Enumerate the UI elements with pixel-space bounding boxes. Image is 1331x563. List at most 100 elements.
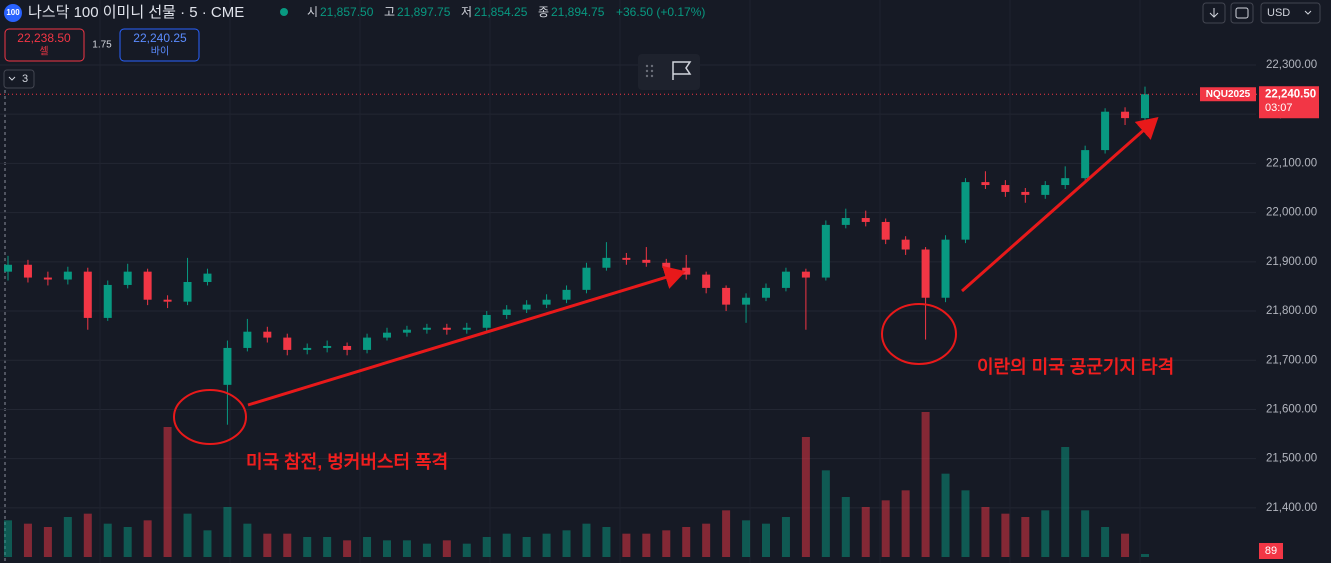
candle-body: [223, 347, 232, 385]
candle-body: [442, 327, 451, 330]
price-tag: [1259, 86, 1319, 119]
currency-select[interactable]: [1260, 2, 1321, 24]
candle-body: [163, 299, 172, 302]
indicator-toggle[interactable]: [3, 69, 35, 89]
candle-body: [123, 271, 132, 285]
candle-body: [502, 309, 511, 315]
ohlc-value: 21,897.75: [397, 5, 451, 19]
price-tag-text: 22,240.50: [1265, 88, 1316, 100]
candle-body: [303, 347, 312, 350]
flag-icon[interactable]: [672, 61, 692, 80]
volume-bar: [43, 527, 52, 557]
volume-bar: [143, 520, 152, 557]
countdown: 03:07: [1265, 102, 1293, 114]
candle-body: [901, 239, 910, 250]
candle-body: [781, 271, 790, 288]
volume-bar: [662, 530, 671, 557]
symbol-title[interactable]: 나스닥 100 이미니 선물 · 5 · CME: [28, 4, 244, 21]
candle-body: [203, 273, 212, 282]
volume-bar: [522, 537, 531, 557]
arrow: [961, 117, 1159, 293]
candle-body: [343, 345, 352, 350]
volume-bar: [123, 527, 132, 557]
y-tick-label: 21,400.00: [1266, 502, 1317, 514]
ohlc-key: 저: [461, 5, 472, 19]
candle-body: [1121, 111, 1130, 119]
volume-bar: [303, 537, 312, 557]
symbol-tag-text: NQU2025: [1206, 89, 1251, 100]
y-tick-label: 21,700.00: [1266, 354, 1317, 366]
volume-bar: [442, 540, 451, 557]
candle-body: [383, 332, 391, 338]
candle-body: [103, 284, 112, 318]
volume-bar: [1001, 513, 1010, 557]
annotation: 미국 참전, 벙커버스터 폭격: [246, 452, 448, 472]
candle-body: [542, 299, 551, 305]
volume-bar: [83, 513, 92, 557]
y-tick-label: 21,800.00: [1266, 305, 1317, 317]
volume-bar: [263, 533, 272, 557]
volume-bar: [742, 520, 751, 557]
volume-bar: [841, 497, 850, 557]
buy-label: 바이: [151, 46, 169, 58]
candle-body: [422, 327, 431, 330]
volume-bar: [881, 500, 890, 557]
volume-bar: [502, 533, 511, 557]
candle-body: [702, 274, 711, 288]
candle-body: [642, 259, 651, 263]
candle-body: [722, 287, 731, 305]
indicator-count: 3: [22, 73, 28, 85]
drag-handle[interactable]: [645, 64, 654, 78]
symbol-badge: [4, 4, 22, 22]
volume-bar: [482, 537, 491, 557]
candle-body: [243, 331, 252, 348]
volume-bar: [961, 490, 970, 557]
buy-button[interactable]: [119, 28, 200, 62]
volume-tag: [1259, 543, 1283, 559]
candle-body: [83, 271, 92, 318]
volume-bar: [223, 507, 232, 557]
ohlc-key: 고: [384, 5, 395, 19]
candle-body: [941, 239, 950, 298]
volume-bar: [1141, 554, 1149, 557]
candle-body: [662, 262, 671, 268]
volume-bar: [363, 537, 372, 557]
candle-body: [961, 182, 970, 240]
candle-body: [43, 277, 52, 280]
volume-bar: [562, 530, 571, 557]
volume-bar: [821, 470, 830, 557]
volume-bar: [801, 437, 810, 557]
down-button[interactable]: [1202, 2, 1226, 24]
drawing-toolbar: [638, 54, 700, 90]
candle-body: [482, 314, 491, 328]
volume-bar: [1081, 510, 1090, 557]
ohlc-value: 21,854.25: [474, 5, 528, 19]
fullscreen-button[interactable]: [1230, 2, 1254, 24]
candle-body: [63, 271, 72, 280]
buy-price: 22,240.25: [133, 31, 187, 45]
volume-bar: [422, 543, 431, 557]
candle-body: [1021, 191, 1030, 195]
volume-bar: [542, 533, 551, 557]
candle-body: [861, 218, 870, 222]
candle-body: [582, 267, 591, 290]
candle-body: [4, 264, 12, 272]
candle-body: [402, 329, 411, 333]
candle-body: [742, 297, 751, 305]
candle-body: [1141, 94, 1149, 119]
sell-label: 셀: [39, 46, 48, 58]
candle-body: [363, 337, 372, 350]
candle-body: [841, 218, 850, 225]
badge-text: 100: [6, 8, 20, 17]
currency: USD: [1267, 7, 1290, 19]
candle-body: [23, 264, 32, 278]
sell-button[interactable]: [4, 28, 85, 62]
ohlc: 시 21,857.50 고 21,897.75 저 21,854.25 종 21,894.75: [307, 5, 605, 19]
change: +36.50 (+0.17%): [616, 5, 705, 19]
volume-bar: [762, 523, 770, 557]
y-tick-label: 21,900.00: [1266, 256, 1317, 268]
volume-bar: [63, 517, 72, 557]
volume-bar: [183, 513, 192, 557]
ohlc-value: 21,894.75: [551, 5, 605, 19]
